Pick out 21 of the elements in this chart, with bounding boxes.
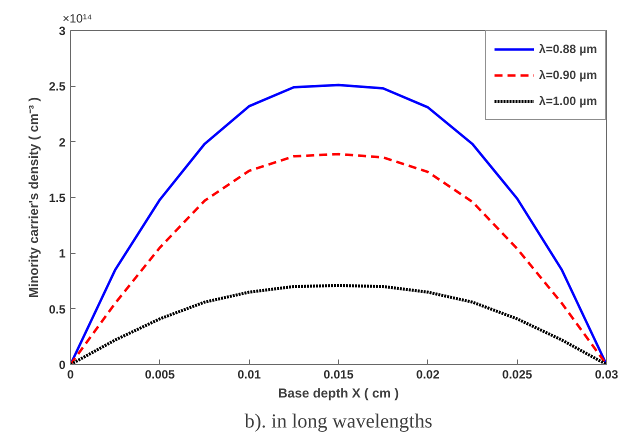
text: ×10¹⁴	[62, 12, 92, 26]
y-tick-label: 1	[58, 246, 66, 261]
legend-label: λ=0.90 µm	[539, 68, 597, 82]
text: b). in long wavelengths	[244, 410, 433, 432]
x-tick-label: 0.005	[144, 368, 176, 382]
x-tick-label: 0.01	[237, 368, 262, 382]
y-tick-label: 2.5	[48, 80, 66, 94]
y-axis-title: Minority carrier's density ( cm⁻³ )	[26, 97, 41, 298]
x-tick-label: 0.015	[323, 368, 354, 382]
y-tick-label: 0.5	[48, 302, 66, 316]
legend-label: λ=1.00 µm	[539, 94, 597, 108]
x-tick-label: 0.025	[502, 368, 533, 382]
y-tick-label: 0	[58, 358, 66, 372]
x-tick-label: 0	[67, 368, 74, 382]
legend-label: λ=0.88 µm	[539, 42, 597, 56]
x-axis-title: Base depth X ( cm )	[278, 386, 399, 400]
y-tick-label: 3	[58, 24, 66, 38]
y-tick-label: 1.5	[48, 191, 66, 205]
y-tick-label: 2	[58, 135, 66, 150]
x-tick-label: 0.02	[416, 368, 440, 382]
x-tick-label: 0.03	[594, 368, 619, 382]
